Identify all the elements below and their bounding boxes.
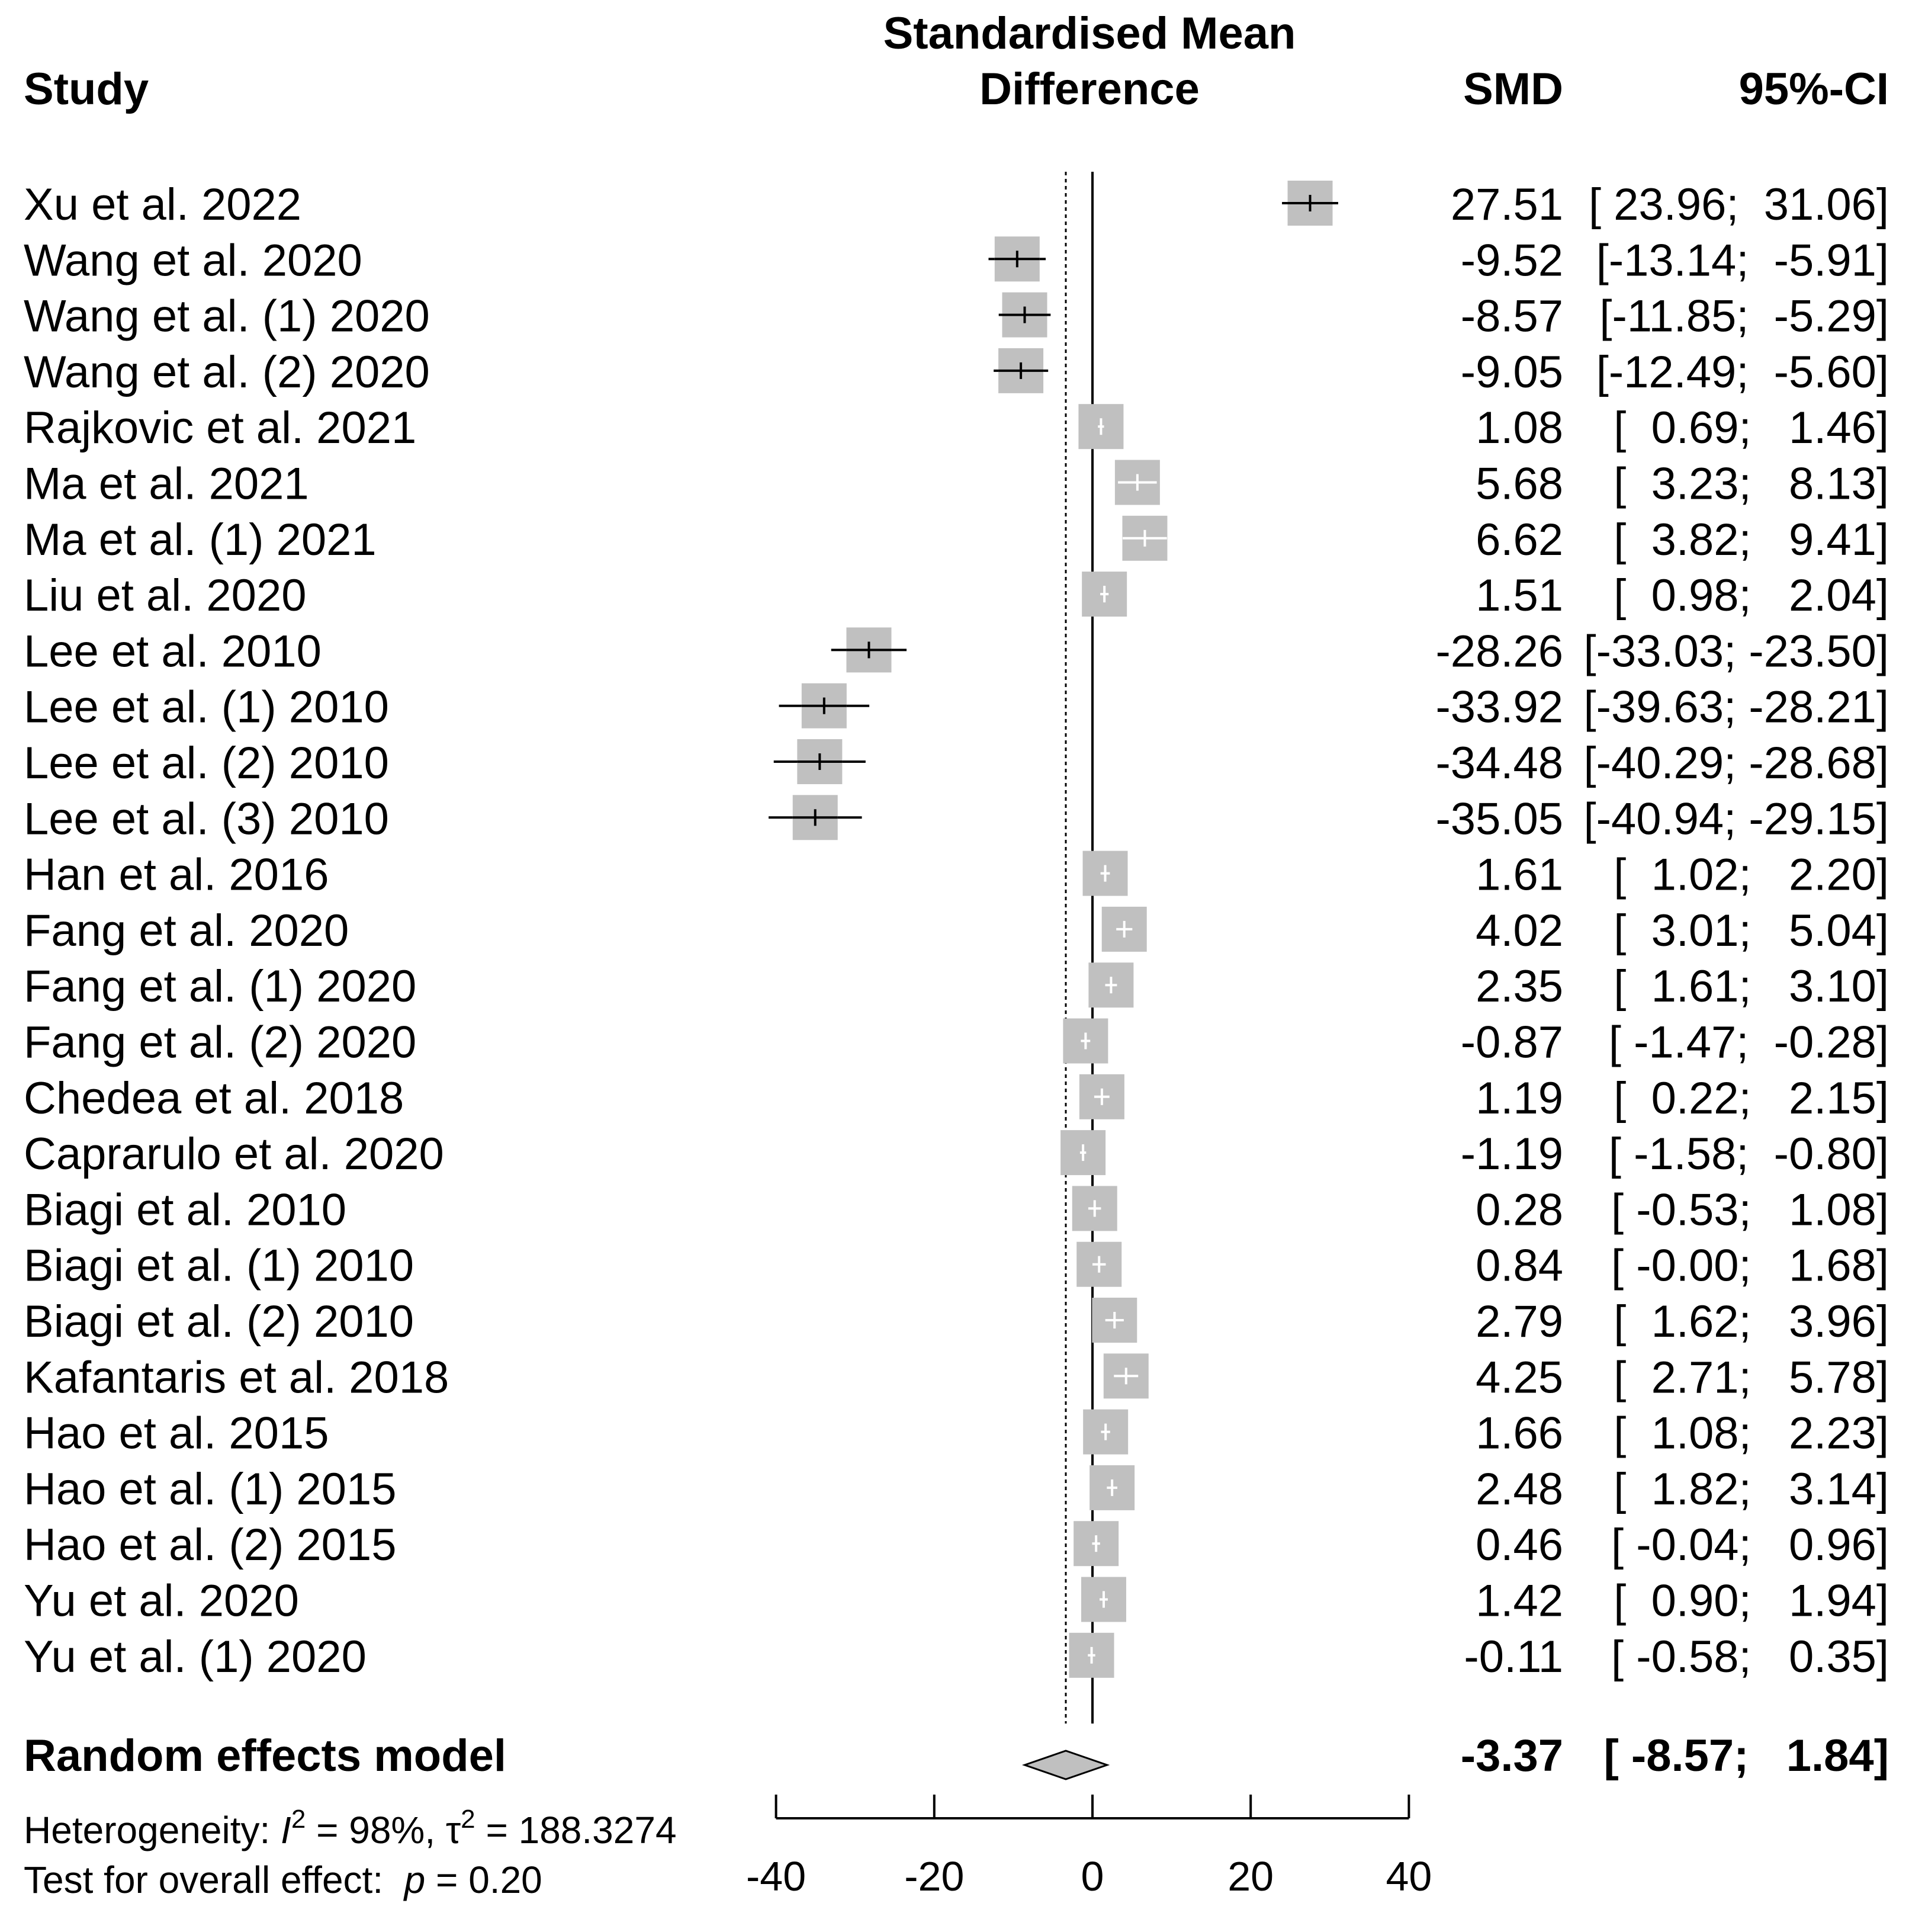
study-name: Xu et al. 2022 (24, 179, 301, 230)
study-smd: -8.57 (1461, 291, 1563, 342)
study-ci: [-11.85; -5.29] (1599, 291, 1889, 342)
study-name: Lee et al. 2010 (24, 626, 322, 676)
study-ci: [-13.14; -5.91] (1596, 235, 1889, 285)
x-axis-tick-label: -40 (746, 1853, 806, 1899)
study-smd: 6.62 (1476, 515, 1563, 565)
study-smd: 1.51 (1476, 570, 1563, 621)
pooled-smd: -3.37 (1461, 1731, 1563, 1781)
study-ci: [ -1.47; -0.28] (1609, 1018, 1889, 1068)
study-smd: -9.52 (1461, 235, 1563, 285)
study-ci: [ 1.61; 3.10] (1614, 961, 1889, 1012)
study-smd: 1.08 (1476, 403, 1563, 453)
study-ci: [ 1.08; 2.23] (1614, 1408, 1889, 1459)
study-name: Fang et al. (1) 2020 (24, 961, 416, 1012)
study-name: Biagi et al. 2010 (24, 1185, 346, 1235)
study-ci: [ 23.96; 31.06] (1589, 179, 1889, 230)
study-name: Ma et al. 2021 (24, 459, 309, 509)
plot-title-line-2: Difference (979, 64, 1200, 114)
study-ci: [-40.94; -29.15] (1584, 794, 1889, 844)
study-name: Fang et al. 2020 (24, 906, 349, 956)
study-ci: [ -1.58; -0.80] (1609, 1129, 1889, 1179)
study-name: Wang et al. (1) 2020 (24, 291, 430, 342)
study-ci: [ -0.00; 1.68] (1611, 1241, 1889, 1291)
study-name: Yu et al. 2020 (24, 1576, 299, 1626)
study-ci: [ 0.98; 2.04] (1614, 570, 1889, 621)
study-ci: [-40.29; -28.68] (1584, 738, 1889, 788)
study-name: Hao et al. 2015 (24, 1408, 329, 1459)
study-smd: -28.26 (1436, 626, 1564, 676)
study-smd: 2.35 (1476, 961, 1563, 1012)
study-ci: [ 0.69; 1.46] (1614, 403, 1889, 453)
x-axis-tick-label: 40 (1386, 1853, 1432, 1899)
study-name: Liu et al. 2020 (24, 570, 307, 621)
study-name: Yu et al. (1) 2020 (24, 1632, 367, 1682)
study-smd: 4.02 (1476, 906, 1563, 956)
study-ci: [ -0.53; 1.08] (1611, 1185, 1889, 1235)
study-name: Lee et al. (1) 2010 (24, 682, 389, 733)
study-name: Lee et al. (3) 2010 (24, 794, 389, 844)
pooled-label: Random effects model (24, 1731, 506, 1781)
study-smd: 0.28 (1476, 1185, 1563, 1235)
study-name: Rajkovic et al. 2021 (24, 403, 416, 453)
study-ci: [ 3.23; 8.13] (1614, 459, 1889, 509)
study-name: Ma et al. (1) 2021 (24, 515, 377, 565)
study-smd: 1.61 (1476, 850, 1563, 900)
study-smd: -34.48 (1436, 738, 1564, 788)
study-name: Han et al. 2016 (24, 850, 329, 900)
study-smd: -9.05 (1461, 347, 1563, 397)
study-name: Lee et al. (2) 2010 (24, 738, 389, 788)
study-name: Caprarulo et al. 2020 (24, 1129, 444, 1179)
x-axis-tick-label: 0 (1081, 1853, 1104, 1899)
study-smd: -0.11 (1464, 1632, 1563, 1682)
study-name: Biagi et al. (1) 2010 (24, 1241, 414, 1291)
study-ci: [ 1.02; 2.20] (1614, 850, 1889, 900)
study-smd: 1.19 (1476, 1073, 1563, 1124)
study-smd: 1.66 (1476, 1408, 1563, 1459)
study-ci: [ 0.90; 1.94] (1614, 1576, 1889, 1626)
plot-title-line-1: Standardised Mean (883, 8, 1296, 59)
study-smd: 5.68 (1476, 459, 1563, 509)
study-name: Fang et al. (2) 2020 (24, 1018, 416, 1068)
x-axis-tick-label: -20 (904, 1853, 964, 1899)
study-ci: [ 0.22; 2.15] (1614, 1073, 1889, 1124)
x-axis-tick-label: 20 (1227, 1853, 1274, 1899)
study-ci: [-33.03; -23.50] (1584, 626, 1889, 676)
study-smd: 2.48 (1476, 1464, 1563, 1514)
study-name: Chedea et al. 2018 (24, 1073, 404, 1124)
study-ci: [ 3.01; 5.04] (1614, 906, 1889, 956)
study-smd: -1.19 (1461, 1129, 1563, 1179)
study-name: Hao et al. (1) 2015 (24, 1464, 397, 1514)
study-ci: [ 1.82; 3.14] (1614, 1464, 1889, 1514)
study-smd: 27.51 (1451, 179, 1563, 230)
study-smd: 4.25 (1476, 1352, 1563, 1403)
study-ci: [-12.49; -5.60] (1596, 347, 1889, 397)
study-ci: [ 2.71; 5.78] (1614, 1352, 1889, 1403)
study-name: Biagi et al. (2) 2010 (24, 1296, 414, 1347)
study-ci: [ -0.04; 0.96] (1611, 1520, 1889, 1570)
study-smd: 0.84 (1476, 1241, 1563, 1291)
study-smd: 1.42 (1476, 1576, 1563, 1626)
study-smd: 0.46 (1476, 1520, 1563, 1570)
study-name: Hao et al. (2) 2015 (24, 1520, 397, 1570)
study-smd: -0.87 (1461, 1018, 1563, 1068)
study-ci: [ 1.62; 3.96] (1614, 1296, 1889, 1347)
study-ci: [ 3.82; 9.41] (1614, 515, 1889, 565)
study-ci: [-39.63; -28.21] (1584, 682, 1889, 733)
study-smd: 2.79 (1476, 1296, 1563, 1347)
heterogeneity-text: Heterogeneity: I2 = 98%, τ2 = 188.3274 (24, 1805, 677, 1851)
pooled-diamond (1021, 1750, 1110, 1780)
column-header-study: Study (24, 64, 149, 114)
study-smd: -33.92 (1436, 682, 1564, 733)
pooled-ci: [ -8.57; 1.84] (1603, 1731, 1889, 1781)
study-name: Wang et al. 2020 (24, 235, 362, 285)
column-header-smd: SMD (1463, 64, 1563, 114)
study-smd: -35.05 (1436, 794, 1564, 844)
study-ci: [ -0.58; 0.35] (1611, 1632, 1889, 1682)
overall-effect-text: Test for overall effect: p = 0.20 (24, 1859, 542, 1901)
column-header-ci: 95%-CI (1739, 64, 1889, 114)
study-name: Wang et al. (2) 2020 (24, 347, 430, 397)
study-name: Kafantaris et al. 2018 (24, 1352, 449, 1403)
